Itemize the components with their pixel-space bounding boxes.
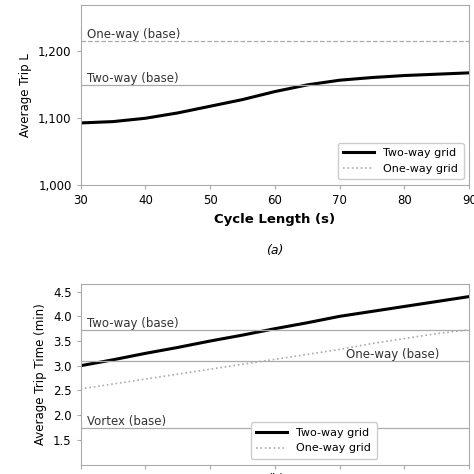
Two-way grid [337, 313, 343, 319]
Two-way grid [401, 73, 407, 78]
One-way grid [175, 371, 181, 377]
One-way grid [78, 386, 83, 392]
Two-way grid [337, 77, 343, 83]
Two-way grid [272, 89, 278, 94]
Text: (a): (a) [266, 244, 283, 256]
Text: Vortex (base): Vortex (base) [87, 416, 166, 428]
Line: Two-way grid: Two-way grid [81, 73, 469, 123]
Y-axis label: Average Trip L: Average Trip L [19, 53, 33, 137]
One-way grid [143, 376, 148, 382]
Two-way grid [143, 116, 148, 121]
Two-way grid [369, 75, 375, 81]
Two-way grid [466, 294, 472, 300]
One-way grid [466, 327, 472, 332]
Two-way grid [240, 332, 246, 338]
Text: (b): (b) [266, 473, 284, 474]
Two-way grid [369, 309, 375, 314]
Line: Two-way grid: Two-way grid [81, 297, 469, 366]
Two-way grid [110, 357, 116, 363]
Two-way grid [434, 72, 440, 77]
Two-way grid [110, 119, 116, 125]
Y-axis label: Average Trip Time (min): Average Trip Time (min) [35, 303, 47, 445]
Two-way grid [401, 304, 407, 310]
Two-way grid [78, 363, 83, 369]
One-way grid [401, 336, 407, 341]
Two-way grid [466, 70, 472, 76]
Legend: Two-way grid, One-way grid: Two-way grid, One-way grid [337, 143, 464, 180]
One-way grid [434, 331, 440, 337]
Two-way grid [240, 97, 246, 102]
One-way grid [304, 352, 310, 357]
Text: Two-way (base): Two-way (base) [87, 72, 179, 84]
Text: One-way (base): One-way (base) [346, 348, 439, 361]
One-way grid [207, 366, 213, 372]
Two-way grid [175, 110, 181, 116]
Two-way grid [304, 320, 310, 326]
Two-way grid [434, 299, 440, 304]
One-way grid [272, 356, 278, 362]
Line: One-way grid: One-way grid [81, 329, 469, 389]
One-way grid [337, 346, 343, 352]
One-way grid [240, 361, 246, 367]
Two-way grid [207, 338, 213, 344]
Text: Two-way (base): Two-way (base) [87, 317, 179, 330]
Two-way grid [143, 351, 148, 356]
Two-way grid [78, 120, 83, 126]
Legend: Two-way grid, One-way grid: Two-way grid, One-way grid [251, 422, 377, 459]
Two-way grid [272, 326, 278, 331]
Two-way grid [207, 103, 213, 109]
One-way grid [110, 381, 116, 387]
Text: One-way (base): One-way (base) [87, 28, 181, 41]
Two-way grid [304, 82, 310, 88]
Two-way grid [175, 345, 181, 350]
X-axis label: Cycle Length (s): Cycle Length (s) [214, 213, 336, 226]
One-way grid [369, 341, 375, 346]
